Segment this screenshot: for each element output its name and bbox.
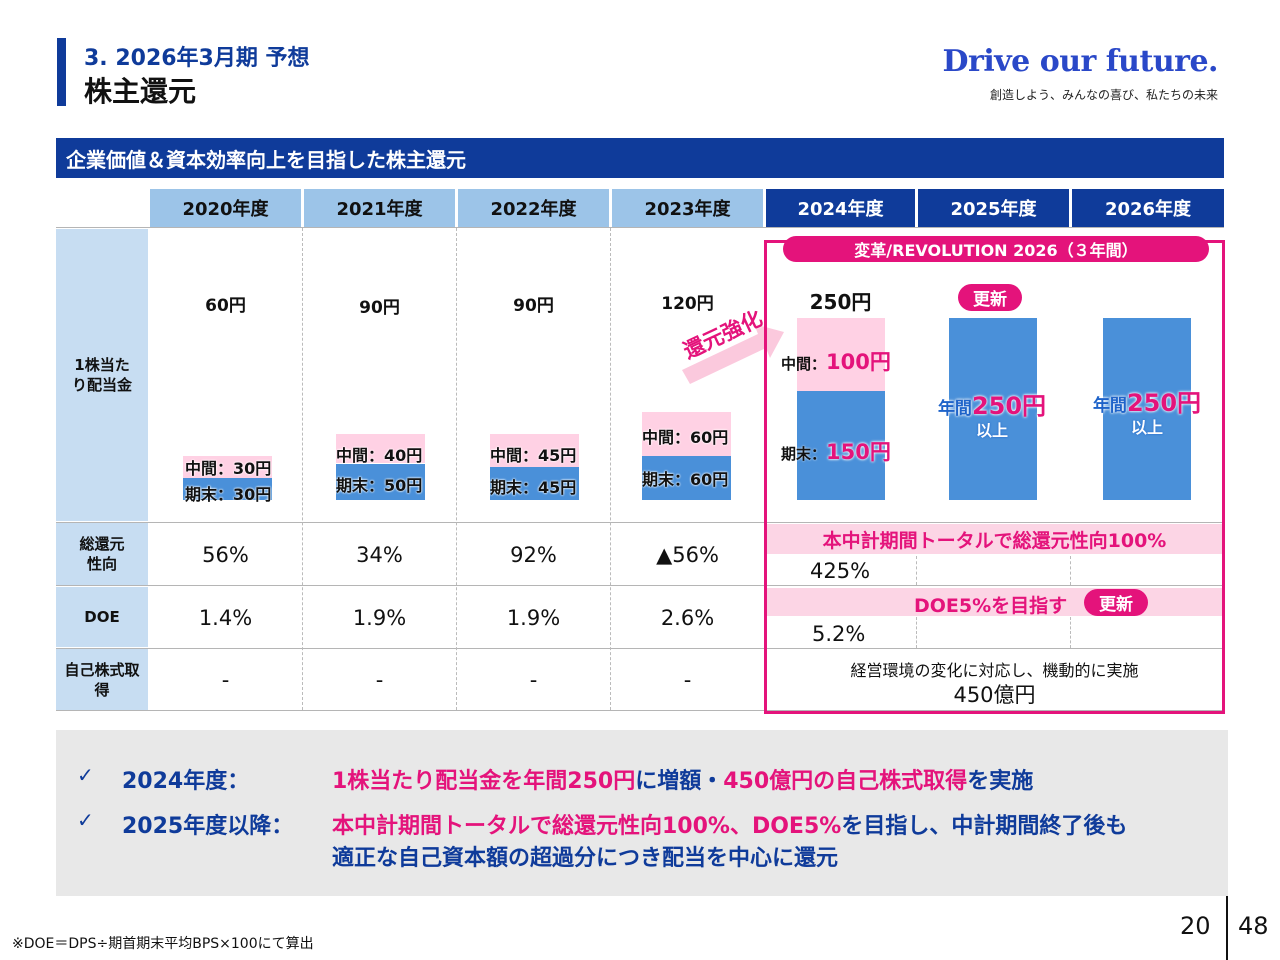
check-icon: ✓	[77, 763, 94, 787]
label-forecast-2026: 年間250円 以上	[1092, 389, 1202, 437]
payout-2024: 425%	[810, 559, 871, 583]
return-enhancement-arrow	[678, 318, 788, 388]
label-forecast-2025: 年間250円 以上	[937, 392, 1047, 440]
bar-interim-2024	[797, 317, 885, 391]
grid-divider	[1070, 617, 1071, 648]
update-badge: 更新	[1084, 589, 1148, 616]
row-label-dividend: 1株当たり配当金	[56, 229, 148, 521]
page-total: 48	[1238, 912, 1269, 940]
buyback-note: 経営環境の変化に対応し、機動的に実施	[850, 661, 1139, 680]
doe-2022: 1.9%	[506, 606, 561, 630]
bar-interim-2023	[642, 412, 731, 457]
payout-2022: 92%	[510, 543, 557, 567]
payout-target: 本中計期間トータルで総還元性向100%	[767, 524, 1222, 554]
bar-interim-2022	[490, 434, 579, 468]
summary-text-2025: 本中計期間トータルで総還元性向100%、DOE5%を目指し、中計期間終了後も	[332, 814, 1128, 839]
doe-2024: 5.2%	[812, 622, 866, 646]
doe-2020: 1.4%	[198, 606, 253, 630]
buyback-amount: 450億円	[953, 683, 1036, 707]
payout-2020: 56%	[202, 543, 249, 567]
grid-line	[56, 710, 1224, 711]
label-final-2022: 期末：45円	[490, 478, 577, 497]
doe-target: DOE5%を目指す	[914, 595, 1068, 617]
year-header-2023: 2023年度	[612, 189, 763, 227]
summary-panel	[56, 730, 1228, 896]
summary-label-2024: 2024年度：	[122, 769, 250, 794]
grid-divider	[456, 228, 457, 710]
page-separator	[1226, 896, 1228, 960]
table-banner: 企業価値＆資本効率向上を目指した株主還元	[56, 138, 1224, 178]
dividend-total-2020: 60円	[205, 296, 246, 316]
grid-divider	[916, 556, 917, 585]
revolution-2026-label: 変革/REVOLUTION 2026（３年間）	[783, 236, 1209, 262]
year-header-2022: 2022年度	[458, 189, 609, 227]
grid-line	[56, 648, 1224, 649]
page-title: 株主還元	[84, 75, 197, 108]
dividend-total-2021: 90円	[359, 298, 400, 318]
grid-divider	[610, 228, 611, 710]
dividend-total-2023: 120円	[661, 294, 714, 314]
year-header-2020: 2020年度	[150, 189, 301, 227]
bar-interim-2021	[336, 434, 425, 464]
year-header-2024: 2024年度	[766, 189, 915, 227]
row-label-buyback: 自己株式取得	[56, 649, 148, 711]
summary-label-2025: 2025年度以降：	[122, 814, 294, 839]
row-label-doe: DOE	[56, 587, 148, 647]
bar-final-2020	[183, 478, 272, 500]
footnote: ※DOE＝DPS÷期首期末平均BPS×100にて算出	[12, 936, 314, 952]
buyback-2021: -	[375, 668, 384, 692]
bar-forecast-2026	[1103, 317, 1191, 500]
grid-divider	[1070, 556, 1071, 585]
bar-forecast-2025	[949, 317, 1037, 500]
brand-logo: Drive our future.	[942, 44, 1219, 79]
title-accent-bar	[57, 38, 66, 106]
label-interim-2024: 中間：100円	[781, 350, 891, 374]
row-label-payout: 総還元性向	[56, 523, 148, 585]
label-final-2020: 期末：30円	[185, 485, 272, 504]
buyback-2020: -	[221, 668, 230, 692]
year-header-2025: 2025年度	[918, 189, 1069, 227]
grid-divider	[916, 617, 917, 648]
grid-line	[56, 522, 1224, 523]
label-interim-2023: 中間：60円	[642, 428, 729, 447]
summary-text-2025-line2: 適正な自己資本額の超過分につき配当を中心に還元	[332, 846, 839, 871]
payout-2023: ▲56%	[656, 543, 719, 567]
label-final-2024: 期末：150円	[781, 440, 891, 464]
page-number: 20	[1180, 912, 1211, 940]
arrow-icon	[682, 324, 784, 384]
year-header-2026: 2026年度	[1072, 189, 1224, 227]
label-interim-2021: 中間：40円	[336, 446, 423, 465]
bar-final-2024	[797, 390, 885, 500]
grid-divider	[302, 228, 303, 710]
check-icon: ✓	[77, 808, 94, 832]
doe-2023: 2.6%	[660, 606, 715, 630]
bar-final-2023	[642, 456, 731, 500]
grid-line	[56, 585, 1224, 586]
summary-text-2024: 1株当たり配当金を年間250円に増額・450億円の自己株式取得を実施	[332, 769, 1034, 794]
label-interim-2022: 中間：45円	[490, 446, 577, 465]
label-final-2021: 期末：50円	[336, 476, 423, 495]
bar-final-2021	[336, 463, 425, 500]
label-final-2023: 期末：60円	[642, 470, 729, 489]
section-title: 3. 2026年3月期 予想	[84, 46, 310, 71]
payout-2021: 34%	[356, 543, 403, 567]
year-header-2021: 2021年度	[304, 189, 455, 227]
label-interim-2020: 中間：30円	[185, 459, 272, 478]
grid-line	[56, 227, 1224, 228]
brand-tagline: 創造しよう、みんなの喜び、私たちの未来	[989, 88, 1218, 102]
dividend-total-2022: 90円	[513, 296, 554, 316]
update-badge: 更新	[958, 284, 1022, 311]
bar-interim-2020	[183, 456, 272, 479]
bar-final-2022	[490, 467, 579, 500]
dividend-total-2024: 250円	[809, 290, 872, 314]
buyback-2023: -	[683, 668, 692, 692]
doe-2021: 1.9%	[352, 606, 407, 630]
buyback-2022: -	[529, 668, 538, 692]
